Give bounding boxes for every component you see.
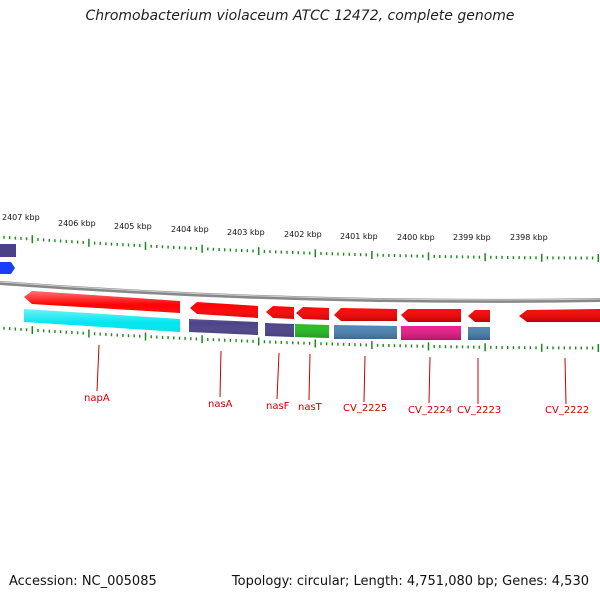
- gene-label-nasF[interactable]: nasF: [266, 401, 290, 412]
- gene-label-CV_2224[interactable]: CV_2224: [408, 405, 452, 416]
- gene-label-CV_2223[interactable]: CV_2223: [457, 405, 501, 416]
- genome-backbone: [0, 281, 600, 303]
- kbp-label: 2406 kbp: [58, 219, 96, 228]
- gene-label-nasA[interactable]: nasA: [208, 399, 233, 410]
- tick-track-bottom: [3, 326, 600, 352]
- gene-feature-partial[interactable]: [0, 262, 15, 274]
- gene-label-CV_2222[interactable]: CV_2222: [545, 405, 589, 416]
- kbp-label: 2401 kbp: [340, 232, 378, 241]
- gene-feature-partial[interactable]: [0, 244, 16, 257]
- gene-label-CV_2225[interactable]: CV_2225: [343, 403, 387, 414]
- kbp-label: 2405 kbp: [114, 222, 152, 231]
- kbp-label: 2404 kbp: [171, 225, 209, 234]
- kbp-label: 2400 kbp: [397, 233, 435, 242]
- accession-text: Accession: NC_005085: [9, 574, 157, 589]
- map-title: Chromobacterium violaceum ATCC 12472, co…: [85, 8, 515, 24]
- kbp-label: 2402 kbp: [284, 230, 322, 239]
- gene-label-napA[interactable]: napA: [84, 393, 110, 404]
- kbp-label: 2403 kbp: [227, 228, 265, 237]
- label-leaders: [96, 344, 567, 405]
- kbp-label: 2398 kbp: [510, 233, 548, 242]
- gene-label-nasT[interactable]: nasT: [298, 402, 323, 413]
- kbp-label: 2399 kbp: [453, 233, 491, 242]
- tick-track-top: [3, 235, 600, 262]
- kbp-label: 2407 kbp: [2, 213, 40, 222]
- topology-text: Topology: circular; Length: 4,751,080 bp…: [231, 574, 589, 589]
